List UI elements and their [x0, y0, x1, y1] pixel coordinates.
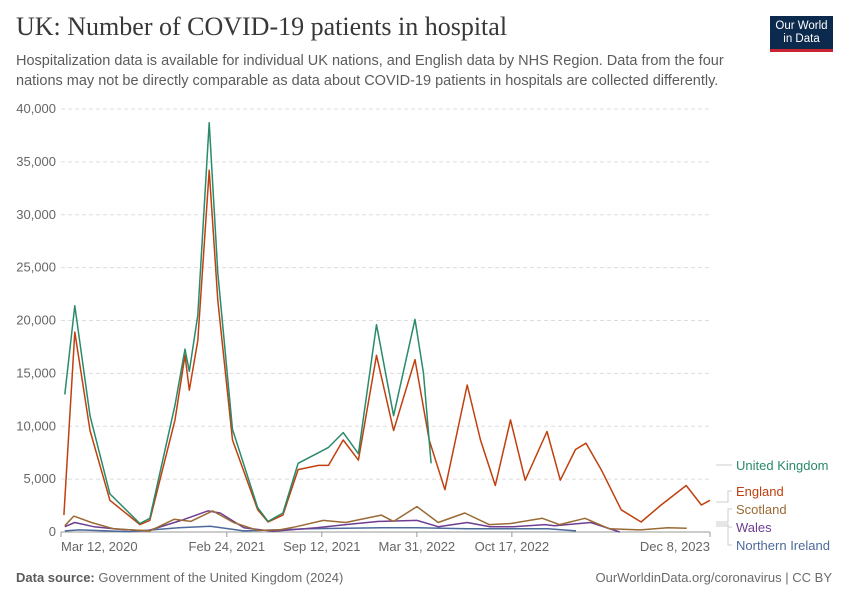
series-line-scotland	[64, 505, 687, 532]
data-source: Data source: Government of the United Ki…	[16, 570, 343, 585]
legend-label-england[interactable]: England	[736, 484, 784, 499]
owid-logo[interactable]: Our World in Data	[770, 16, 833, 52]
x-tick-label: Sep 12, 2021	[283, 539, 360, 554]
legend-connector	[716, 525, 732, 546]
source-url[interactable]: OurWorldinData.org/coronavirus | CC BY	[595, 570, 832, 585]
y-tick-label: 10,000	[16, 418, 56, 433]
y-tick-label: 25,000	[16, 260, 56, 275]
y-tick-label: 0	[49, 524, 56, 539]
x-tick-label: Mar 31, 2022	[379, 539, 456, 554]
series-line-england	[63, 169, 711, 526]
series-line-united-kingdom	[64, 121, 432, 525]
legend-connector	[716, 490, 732, 503]
y-tick-label: 35,000	[16, 154, 56, 169]
legend-label-northern-ireland[interactable]: Northern Ireland	[736, 538, 830, 553]
y-tick-label: 15,000	[16, 365, 56, 380]
x-tick-label: Oct 17, 2022	[475, 539, 549, 554]
y-tick-label: 20,000	[16, 313, 56, 328]
data-source-value[interactable]: Government of the United Kingdom (2024)	[98, 570, 344, 585]
chart-title: UK: Number of COVID-19 patients in hospi…	[16, 12, 508, 41]
legend-label-scotland[interactable]: Scotland	[736, 502, 787, 517]
data-source-label: Data source:	[16, 570, 95, 585]
y-tick-label: 40,000	[16, 101, 56, 116]
x-tick-label: Dec 8, 2023	[640, 539, 710, 554]
y-tick-label: 5,000	[23, 471, 56, 486]
legend-label-united-kingdom[interactable]: United Kingdom	[736, 458, 829, 473]
x-tick-label: Mar 12, 2020	[61, 539, 138, 554]
legend-connector	[716, 508, 732, 523]
y-tick-label: 30,000	[16, 207, 56, 222]
x-tick-label: Feb 24, 2021	[189, 539, 266, 554]
chart-subtitle: Hospitalization data is available for in…	[16, 53, 724, 89]
legend-label-wales[interactable]: Wales	[736, 520, 772, 535]
